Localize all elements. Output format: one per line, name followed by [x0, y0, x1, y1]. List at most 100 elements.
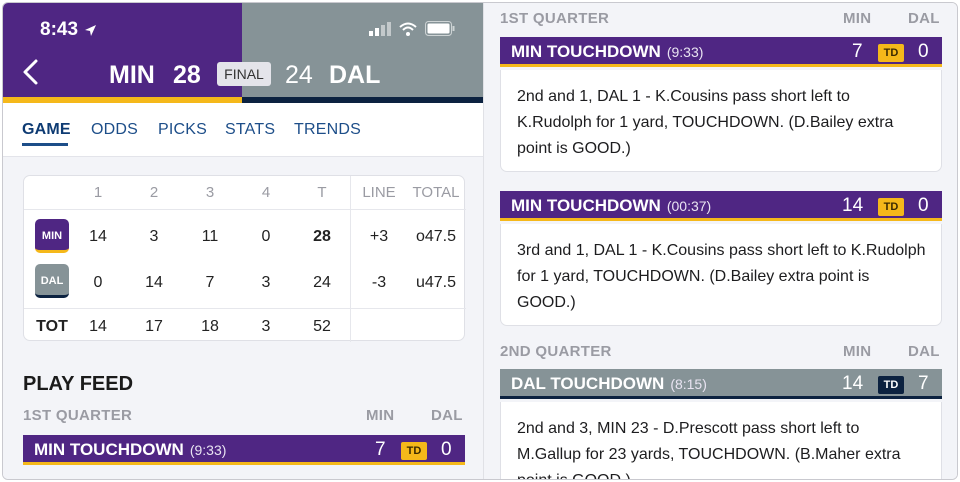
score-cell: 3 [261, 274, 271, 291]
quarter-label: 1ST QUARTER [500, 10, 610, 27]
event-time: (9:33) [666, 44, 704, 60]
min-col-label: MIN [843, 343, 872, 360]
min-header-bg [3, 3, 242, 97]
tot-cell: 17 [145, 318, 163, 335]
tot-cell: 52 [313, 318, 331, 335]
event-dal-score: 0 [918, 195, 929, 216]
play-event-body: 2nd and 1, DAL 1 - K.Cousins pass short … [500, 70, 942, 172]
play-description: 2nd and 3, MIN 23 - D.Prescott pass shor… [517, 420, 901, 479]
tot-label: TOT [36, 318, 68, 335]
event-min-score: 7 [375, 439, 386, 460]
quarter-label: 1ST QUARTER [23, 407, 133, 424]
play-event-body: 3rd and 1, DAL 1 - K.Cousins pass short … [500, 224, 942, 326]
td-badge: TD [878, 198, 904, 216]
td-badge: TD [878, 376, 904, 394]
score-cell: 3 [149, 228, 159, 245]
home-score: 28 [173, 61, 201, 89]
dal-col-label: DAL [908, 343, 940, 360]
quarter-label: 2ND QUARTER [500, 343, 612, 360]
divider [350, 176, 351, 342]
tab-stats[interactable]: STATS [225, 121, 276, 138]
play-event-body: 2nd and 3, MIN 23 - D.Prescott pass shor… [500, 402, 942, 479]
status-icons [369, 21, 455, 36]
tot-cell: 14 [89, 318, 107, 335]
away-score: 24 [285, 61, 313, 89]
play-description: 3rd and 1, DAL 1 - K.Cousins pass short … [517, 242, 926, 311]
tot-cell: 3 [261, 318, 271, 335]
dal-header-bg [242, 3, 483, 97]
battery-icon [425, 21, 455, 36]
event-dal-score: 7 [918, 373, 929, 394]
play-event-header[interactable]: MIN TOUCHDOWN (9:33) 7 TD 0 [23, 435, 465, 465]
min-col-label: MIN [843, 10, 872, 27]
min-team-logo: MIN [35, 219, 69, 253]
play-description: 2nd and 1, DAL 1 - K.Cousins pass short … [517, 88, 894, 157]
location-arrow-icon [85, 24, 97, 36]
dal-col-label: DAL [431, 407, 463, 424]
game-panel: 8:43 [3, 3, 483, 479]
box-score-table: 1 2 3 4 T LINE TOTAL MIN 14 3 11 0 28 +3… [23, 175, 466, 342]
td-badge: TD [401, 442, 427, 460]
ou-cell: u47.5 [415, 274, 457, 291]
event-time: (8:15) [670, 376, 707, 392]
td-badge: TD [878, 44, 904, 62]
status-time: 8:43 [40, 19, 97, 41]
clock-text: 8:43 [40, 19, 79, 40]
score-cell: 11 [201, 228, 219, 245]
play-event-header[interactable]: DAL TOUCHDOWN (8:15) 14 TD 7 [500, 369, 942, 399]
event-time: (9:33) [189, 442, 227, 458]
event-title: MIN TOUCHDOWN (9:33) [34, 440, 227, 459]
event-dal-score: 0 [918, 41, 929, 62]
total-cell: 24 [313, 274, 331, 291]
col-header: LINE [362, 184, 396, 201]
event-min-score: 7 [852, 41, 863, 62]
play-feed-title: PLAY FEED [23, 373, 134, 395]
line-cell: -3 [371, 274, 387, 291]
score-cell: 0 [261, 228, 271, 245]
home-team-abbr: MIN [109, 61, 155, 89]
event-dal-score: 0 [441, 439, 452, 460]
away-team-abbr: DAL [329, 61, 381, 89]
active-tab-indicator [22, 143, 68, 146]
play-event-header[interactable]: MIN TOUCHDOWN (00:37) 14 TD 0 [500, 191, 942, 221]
score-cell: 7 [205, 274, 215, 291]
score-cell: 14 [145, 274, 163, 291]
tab-picks[interactable]: PICKS [158, 121, 208, 138]
scoreline: MIN 28 FINAL 24 DAL [3, 57, 483, 91]
col-header: 2 [149, 184, 159, 201]
tab-game[interactable]: GAME [22, 121, 71, 138]
score-cell: 0 [93, 274, 103, 291]
min-accent-bar [3, 97, 242, 103]
col-header: 3 [205, 184, 215, 201]
total-cell: 28 [313, 228, 331, 245]
dal-accent-bar [242, 97, 483, 103]
min-col-label: MIN [366, 407, 395, 424]
play-feed-panel: 1ST QUARTER MIN DAL MIN TOUCHDOWN (9:33) … [483, 3, 957, 479]
col-header: 4 [261, 184, 271, 201]
event-title: MIN TOUCHDOWN (9:33) [511, 42, 704, 61]
game-tabs: GAME ODDS PICKS STATS TRENDS [3, 103, 483, 157]
wifi-icon [399, 22, 417, 36]
play-event-header[interactable]: MIN TOUCHDOWN (9:33) 7 TD 0 [500, 37, 942, 67]
event-title: DAL TOUCHDOWN (8:15) [511, 374, 707, 393]
signal-icon [369, 21, 391, 36]
dal-col-label: DAL [908, 10, 940, 27]
divider [24, 308, 466, 309]
col-header: T [317, 184, 327, 201]
tab-trends[interactable]: TRENDS [294, 121, 361, 138]
col-header: 1 [93, 184, 103, 201]
tab-odds[interactable]: ODDS [91, 121, 139, 138]
line-cell: +3 [369, 228, 389, 245]
back-chevron-icon[interactable] [19, 57, 43, 87]
event-min-score: 14 [842, 373, 864, 394]
game-header: 8:43 [3, 3, 483, 103]
col-header: TOTAL [412, 184, 460, 201]
event-time: (00:37) [666, 198, 712, 214]
event-title: MIN TOUCHDOWN (00:37) [511, 196, 712, 215]
event-min-score: 14 [842, 195, 864, 216]
ou-cell: o47.5 [415, 228, 457, 245]
score-cell: 14 [89, 228, 107, 245]
dal-team-logo: DAL [35, 264, 69, 298]
game-status-badge: FINAL [217, 62, 271, 86]
